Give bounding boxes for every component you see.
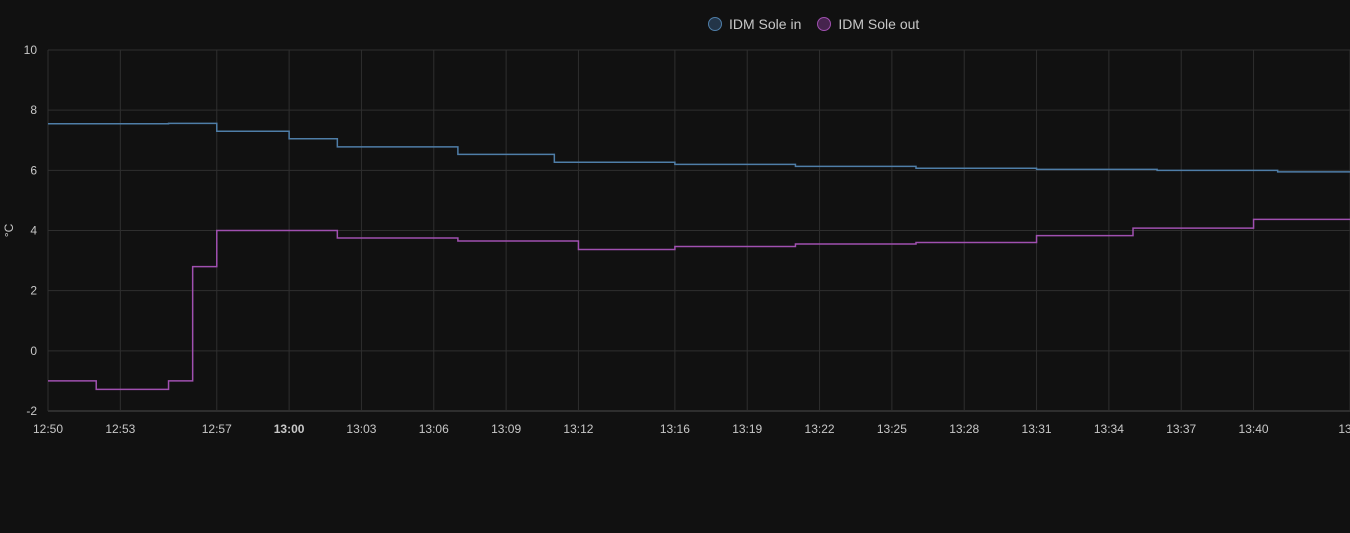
x-tick-label: 13:22 (805, 422, 835, 436)
x-tick-label: 13:25 (877, 422, 907, 436)
x-tick-label: 13:12 (563, 422, 593, 436)
x-tick-label: 13:34 (1094, 422, 1124, 436)
legend-label-sole-out: IDM Sole out (838, 16, 920, 32)
y-tick-label: 8 (30, 103, 37, 117)
x-tick-label: 13:37 (1166, 422, 1196, 436)
x-tick-label: 13:00 (274, 422, 305, 436)
series-line-sole-out[interactable] (48, 218, 1350, 391)
series-line-sole-in[interactable] (48, 122, 1350, 173)
x-tick-label: 13:40 (1239, 422, 1269, 436)
x-tick-label: 13:09 (491, 422, 521, 436)
x-tick-label: 13:4 (1338, 422, 1350, 436)
y-tick-label: 10 (24, 43, 38, 57)
x-tick-label: 13:03 (346, 422, 376, 436)
y-tick-label: 6 (30, 163, 37, 177)
legend-swatch-sole-out (817, 17, 832, 31)
x-tick-label: 13:31 (1022, 422, 1052, 436)
x-tick-label: 12:53 (105, 422, 135, 436)
chart-legend: IDM Sole in IDM Sole out (708, 16, 919, 32)
x-tick-label: 13:28 (949, 422, 979, 436)
y-tick-label: 2 (30, 284, 37, 298)
x-tick-label: 12:50 (33, 422, 63, 436)
y-tick-label: -2 (26, 404, 37, 418)
legend-label-sole-in: IDM Sole in (729, 16, 802, 32)
series-layer[interactable] (48, 122, 1350, 391)
y-axis-label: °C (2, 223, 16, 237)
x-tick-label: 13:19 (732, 422, 762, 436)
y-tick-label: 4 (30, 224, 37, 238)
x-tick-label: 13:06 (419, 422, 449, 436)
x-tick-label: 12:57 (202, 422, 232, 436)
y-tick-label: 0 (30, 344, 37, 358)
legend-item-sole-out[interactable]: IDM Sole out (817, 16, 919, 32)
axis-layer: -2 0 2 4 6 8 10 12:50 12:53 12:57 13:00 13:03 13:06 1… (24, 43, 1350, 436)
legend-swatch-sole-in (708, 17, 722, 31)
legend-item-sole-in[interactable]: IDM Sole in (708, 16, 801, 32)
x-tick-label: 13:16 (660, 422, 690, 436)
